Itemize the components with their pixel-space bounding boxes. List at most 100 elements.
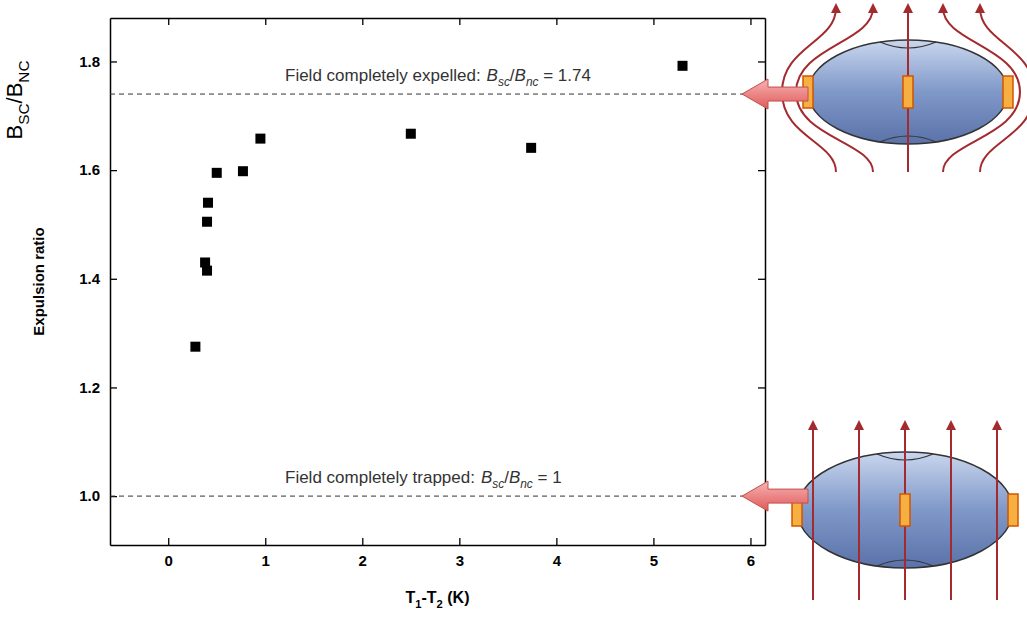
tick (653, 18, 654, 25)
tick: 2 (359, 538, 367, 569)
pointer-arrow (742, 79, 808, 109)
sensor (1008, 494, 1018, 526)
text-part: nc (520, 477, 533, 491)
tick-mark (459, 18, 460, 25)
axis-line (111, 18, 766, 20)
tick-label: 1.2 (79, 379, 100, 396)
field-line (980, 8, 1027, 172)
tick-mark (459, 538, 460, 545)
square-marker (202, 217, 212, 227)
tick-label: 2 (359, 552, 367, 569)
annotation-label: Field completely trapped: (285, 468, 475, 487)
text-part: nc (526, 75, 539, 89)
text-part: B (515, 66, 526, 85)
tick: 1.8 (79, 53, 117, 70)
reference-line (110, 496, 765, 497)
tick-mark (556, 18, 557, 25)
square-marker (202, 266, 212, 276)
pointer-arrow (742, 481, 808, 511)
tick-label: 4 (553, 552, 562, 569)
tick: 1.2 (79, 379, 117, 396)
chart: 0 1 2 3 4 5 6 1.0 1.2 1.4 1.6 1.8 Field completely e… (0, 0, 1027, 631)
text-part: /B (2, 83, 27, 104)
text-part: -T (422, 589, 437, 606)
tick: 5 (650, 538, 658, 569)
field-line (996, 425, 998, 600)
square-marker (255, 134, 265, 144)
annotation: Field completely expelled: Bsc/Bnc = 1.74 (285, 66, 591, 89)
text-part: B (487, 66, 498, 85)
text-part: B (481, 468, 492, 487)
axis: 1.0 1.2 1.4 1.6 1.8 (79, 19, 117, 546)
tick-label: 3 (456, 552, 464, 569)
tick-label: 1 (262, 552, 270, 569)
tick (556, 18, 557, 25)
tick-label: 1.6 (79, 161, 100, 178)
tick-mark (168, 538, 169, 545)
tick-mark (110, 387, 117, 388)
text-part: B (2, 125, 27, 140)
tick (758, 279, 765, 280)
text-part: sc (492, 477, 504, 491)
tick (362, 18, 363, 25)
tick-mark (750, 18, 751, 25)
tick: 4 (553, 538, 562, 569)
square-marker (678, 61, 688, 71)
axis: 0 1 2 3 4 5 6 (111, 538, 766, 569)
text-part: (K) (443, 589, 470, 606)
tick-mark (265, 18, 266, 25)
tick-label: 6 (747, 552, 755, 569)
tick-mark (758, 387, 765, 388)
axis (111, 18, 766, 25)
tick-mark (110, 279, 117, 280)
square-marker (203, 198, 213, 208)
field-line (858, 425, 860, 600)
square-marker (212, 168, 222, 178)
tick-label: 1.0 (79, 487, 100, 504)
square-marker (238, 166, 248, 176)
text-part: B (509, 468, 520, 487)
text-part: = 1.74 (538, 66, 590, 85)
tick-mark (653, 18, 654, 25)
sensor (903, 76, 913, 108)
tick-label: 0 (165, 552, 173, 569)
text-part: NC (15, 60, 32, 82)
square-marker (190, 342, 200, 352)
tick (459, 18, 460, 25)
tick (168, 18, 169, 25)
y-axis-title: Expulsion ratio (30, 227, 47, 335)
y-axis-symbol: BSC/BNC (2, 60, 32, 139)
tick (758, 170, 765, 171)
tick-mark (758, 61, 765, 62)
annotation-formula: Bsc/Bnc = 1.74 (487, 66, 591, 89)
tick-label: 1.4 (79, 270, 101, 287)
text-part: = 1 (533, 468, 562, 487)
sensor (1003, 76, 1013, 108)
tick: 1.4 (79, 270, 117, 287)
field-line (950, 425, 952, 600)
tick-mark (362, 538, 363, 545)
tick-mark (556, 538, 557, 545)
tick (750, 18, 751, 25)
tick-mark (758, 279, 765, 280)
tick: 3 (456, 538, 464, 569)
text-part: T (405, 589, 415, 606)
sensor (900, 494, 910, 526)
tick: 0 (165, 538, 173, 569)
plot-area (110, 61, 765, 496)
reference-line (110, 94, 765, 95)
axis-line (111, 545, 766, 547)
tick-mark (362, 18, 363, 25)
tick-mark (110, 61, 117, 62)
tick-mark (265, 538, 266, 545)
tick-mark (110, 170, 117, 171)
annotation-formula: Bsc/Bnc = 1 (481, 468, 562, 491)
tick-label: 5 (650, 552, 658, 569)
annotation-label: Field completely expelled: (285, 66, 481, 85)
annotation: Field completely trapped: Bsc/Bnc = 1 (285, 468, 562, 491)
x-axis-title: T1-T2 (K) (405, 589, 469, 610)
tick-mark (758, 170, 765, 171)
tick-mark (653, 538, 654, 545)
field-line (812, 425, 814, 600)
illustration (742, 8, 1027, 600)
